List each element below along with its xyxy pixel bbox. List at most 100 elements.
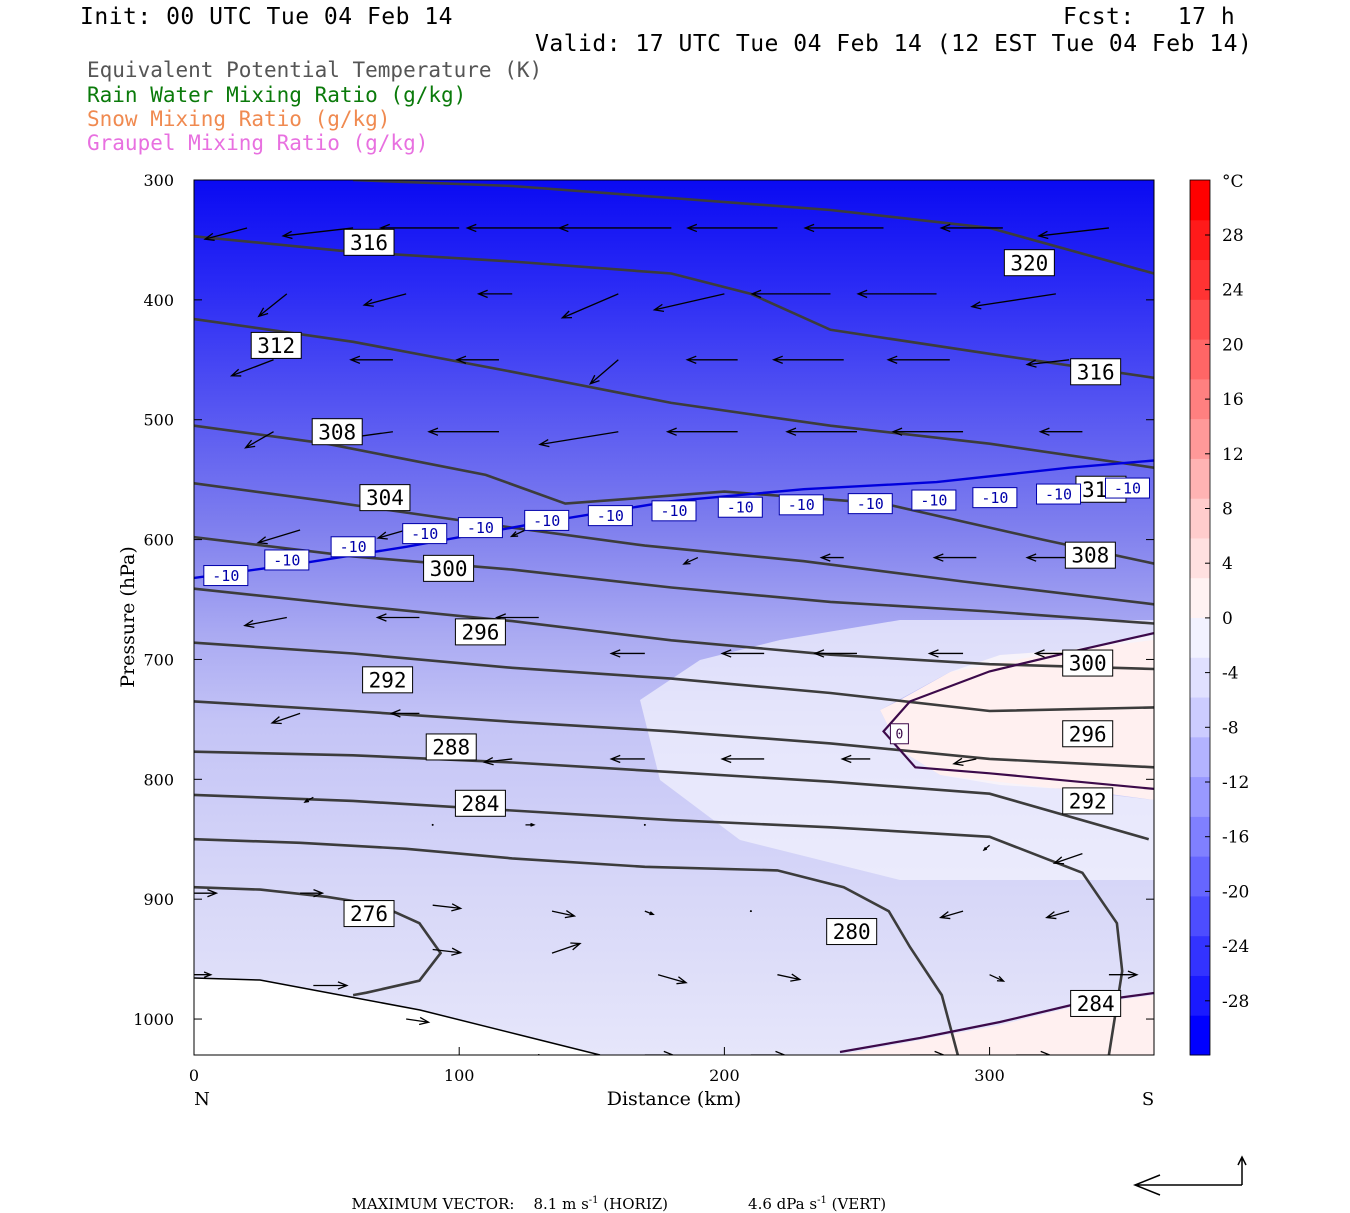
y-tick-label: 800 xyxy=(143,770,174,789)
wind-vector xyxy=(281,227,354,240)
wind-vector xyxy=(644,1050,675,1055)
valid-time: Valid: 17 UTC Tue 04 Feb 14 (12 EST Tue … xyxy=(535,31,1253,57)
thetae-label-280-box xyxy=(826,918,878,946)
colorbar-tick-label: -8 xyxy=(1222,718,1239,738)
init-time: Init: 00 UTC Tue 04 Feb 14 xyxy=(80,4,454,30)
wind-vector xyxy=(560,293,619,319)
wind-vector xyxy=(685,355,738,364)
colorbar-swatch xyxy=(1190,577,1210,618)
wind-vector xyxy=(406,1016,431,1026)
wind-vector xyxy=(376,529,407,540)
wind-vector xyxy=(194,888,219,898)
thetae-label-276: 276 xyxy=(350,902,388,926)
isotherm-minus10-label: -10 xyxy=(597,507,624,525)
y-tick-label: 700 xyxy=(143,650,174,669)
thetae-label-296-box xyxy=(1062,720,1114,748)
wind-vector xyxy=(431,823,434,826)
isotherm-minus10-label-box xyxy=(330,536,376,558)
colorbar-tick-label: -24 xyxy=(1222,937,1249,957)
wind-vector xyxy=(749,910,752,913)
colorbar-tick-label: -20 xyxy=(1222,882,1249,902)
colorbar-tick-label: -12 xyxy=(1222,773,1249,793)
wind-vector xyxy=(1016,1050,1052,1055)
thetae-label-300: 300 xyxy=(1069,652,1107,676)
colorbar-tick-label: 4 xyxy=(1222,554,1233,574)
colorbar-swatch xyxy=(1190,537,1210,579)
y-tick-label: 600 xyxy=(143,531,174,550)
thetae-contour-276 xyxy=(194,885,443,997)
colorbar-swatch xyxy=(1190,259,1210,300)
thetae-contour-308 xyxy=(194,482,1154,606)
wind-vector xyxy=(686,223,778,233)
isotherm-minus10-label-box xyxy=(457,517,503,539)
thetae-label-320-box xyxy=(344,111,394,137)
plot-background xyxy=(194,180,1154,1055)
wind-vector xyxy=(1045,910,1070,920)
wind-vector xyxy=(538,431,619,448)
y-axis-title: Pressure (hPa) xyxy=(117,546,139,688)
legend-rain: Rain Water Mixing Ratio (g/kg) xyxy=(87,83,467,107)
thetae-label-284: 284 xyxy=(461,792,499,816)
thetae-label-284: 284 xyxy=(1077,992,1115,1016)
wind-vector xyxy=(891,427,964,436)
thetae-contour-296 xyxy=(194,641,1154,713)
wind-vector xyxy=(771,355,844,364)
thetae-contour-288 xyxy=(194,750,1150,841)
thetae-label-308-box xyxy=(1064,541,1116,569)
wind-vector xyxy=(588,359,619,385)
colorbar-swatch xyxy=(1190,1015,1210,1056)
wind-vector xyxy=(750,1050,787,1055)
y-tick-label: 500 xyxy=(143,411,174,430)
wind-vector xyxy=(256,529,301,545)
isotherm-minus10-label-box xyxy=(524,509,570,531)
isotherm-minus10-label: -10 xyxy=(981,489,1008,507)
thetae-label-280: 280 xyxy=(833,920,871,944)
thetae-label-320: 320 xyxy=(1010,251,1048,275)
wind-vector xyxy=(303,796,314,803)
thetae-label-292-box xyxy=(1062,787,1114,815)
wind-vector xyxy=(362,293,407,307)
thetae-label-324: 324 xyxy=(1069,116,1107,140)
isotherm-minus10-label-box xyxy=(778,494,824,516)
thetae-label-288-box xyxy=(425,733,477,761)
colorbar-swatch xyxy=(1190,935,1210,976)
wind-vector xyxy=(313,981,349,990)
colorbar-swatch xyxy=(1190,736,1210,778)
x-tick-label: 200 xyxy=(709,1066,740,1085)
isotherm-minus10-label-box xyxy=(717,496,763,518)
x-tick-label: 100 xyxy=(444,1066,475,1085)
colorbar-tick-label: 28 xyxy=(1222,226,1244,246)
wind-vector xyxy=(257,293,288,318)
thetae-label-308-box xyxy=(311,418,363,446)
wind-vector xyxy=(203,227,248,241)
thetae-label-304-box xyxy=(359,484,411,512)
y-tick-label: 400 xyxy=(143,291,174,310)
wind-vector xyxy=(750,289,831,299)
thetae-label-320: 320 xyxy=(350,112,388,136)
isotherm-minus10-label-box xyxy=(911,489,957,511)
thetae-label-292: 292 xyxy=(1069,789,1107,813)
colorbar-swatch xyxy=(1190,617,1210,658)
colorbar-swatch xyxy=(1190,776,1210,817)
colorbar-swatch xyxy=(1190,339,1210,380)
thetae-label-300: 300 xyxy=(430,557,468,581)
isotherm-minus10-label: -10 xyxy=(727,499,754,517)
colorbar-swatch xyxy=(1190,180,1210,221)
wind-vector xyxy=(720,649,765,658)
wind-vector xyxy=(455,355,499,364)
wind-vector xyxy=(482,756,513,766)
vert-exp: -1 xyxy=(817,1195,827,1206)
isotherm-minus10-label: -10 xyxy=(788,496,815,514)
wind-vector xyxy=(270,712,301,725)
wind-vector xyxy=(300,888,325,898)
colorbar-swatch xyxy=(1190,299,1210,340)
thetae-contour-300 xyxy=(194,587,1154,671)
colorbar-swatch xyxy=(1190,458,1210,499)
wind-vector xyxy=(886,355,950,364)
wind-vector xyxy=(229,359,274,377)
colorbar-tick-label: 0 xyxy=(1222,609,1233,629)
thetae-label-288: 288 xyxy=(432,736,470,760)
isotherm-zero-label-box xyxy=(889,723,909,745)
isotherm-minus10-label: -10 xyxy=(340,538,367,556)
